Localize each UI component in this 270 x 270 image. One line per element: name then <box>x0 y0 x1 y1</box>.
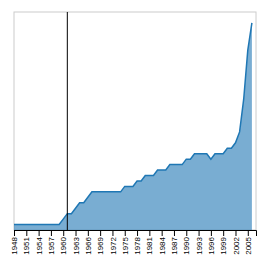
x-tick: 1954 <box>35 230 44 255</box>
x-tick: 1984 <box>158 230 167 255</box>
x-tick-mark <box>149 230 150 236</box>
x-tick-mark <box>248 230 249 236</box>
x-tick-mark <box>88 230 89 236</box>
x-tick-label: 1975 <box>121 236 130 254</box>
x-tick: 1957 <box>47 230 56 255</box>
x-tick-mark <box>235 230 236 236</box>
x-tick: 1963 <box>72 230 81 255</box>
area <box>14 23 252 230</box>
x-tick: 1975 <box>121 230 130 255</box>
x-tick-label: 1999 <box>219 236 228 254</box>
x-tick-mark <box>112 230 113 236</box>
marks <box>14 12 252 230</box>
x-tick-mark <box>39 230 40 236</box>
x-tick: 1990 <box>182 230 191 255</box>
x-tick-label: 1951 <box>22 236 31 254</box>
x-tick-label: 1990 <box>182 236 191 254</box>
x-tick-mark <box>100 230 101 236</box>
x-tick: 1987 <box>170 230 179 255</box>
x-tick-label: 1954 <box>35 236 44 254</box>
x-tick-mark <box>223 230 224 236</box>
x-tick: 2005 <box>244 230 253 255</box>
x-tick-label: 1996 <box>207 236 216 254</box>
x-tick: 1996 <box>207 230 216 255</box>
x-tick-mark <box>162 230 163 236</box>
x-tick-label: 1978 <box>133 236 142 254</box>
area-line <box>14 23 252 225</box>
x-tick-label: 1957 <box>47 236 56 254</box>
x-tick-label: 1960 <box>59 236 68 254</box>
x-tick-label: 1981 <box>145 236 154 254</box>
x-tick: 1951 <box>22 230 31 255</box>
plot: 19481951 195419571960 196319661969 19721975… <box>10 12 256 255</box>
x-tick-mark <box>76 230 77 236</box>
x-tick-label: 1969 <box>96 236 105 254</box>
x-axis: 19481951 195419571960 196319661969 19721975… <box>10 230 256 255</box>
x-tick: 1999 <box>219 230 228 255</box>
x-tick: 1969 <box>96 230 105 255</box>
x-axis-line <box>15 231 257 237</box>
x-tick-label: 1987 <box>170 236 179 254</box>
x-tick-mark <box>26 230 27 236</box>
x-tick-mark <box>186 230 187 236</box>
chart: 19481951 195419571960 196319661969 19721975… <box>0 0 270 270</box>
x-tick-mark <box>125 230 126 236</box>
x-tick-label: 1948 <box>10 236 19 254</box>
x-tick: 1993 <box>195 230 204 255</box>
x-tick-label: 2002 <box>232 236 241 254</box>
vertical-line <box>67 12 68 230</box>
x-tick-label: 2005 <box>244 236 253 254</box>
x-tick-label: 1972 <box>109 236 118 254</box>
x-tick-label: 1966 <box>84 236 93 254</box>
x-tick: 1966 <box>84 230 93 255</box>
x-tick: 1978 <box>133 230 142 255</box>
x-tick-mark <box>137 230 138 236</box>
x-tick: 1960 <box>59 230 68 255</box>
x-tick: 1972 <box>109 230 118 255</box>
x-tick: 2002 <box>232 230 241 255</box>
x-tick: 1948 <box>10 230 19 255</box>
x-tick-mark <box>14 230 15 236</box>
x-tick-mark <box>174 230 175 236</box>
plot-frame <box>14 12 256 230</box>
x-tick-label: 1984 <box>158 236 167 254</box>
x-tick-mark <box>199 230 200 236</box>
x-tick-label: 1963 <box>72 236 81 254</box>
x-tick: 1981 <box>145 230 154 255</box>
x-tick-mark <box>211 230 212 236</box>
x-tick-mark <box>51 230 52 236</box>
x-tick-label: 1993 <box>195 236 204 254</box>
x-tick-mark <box>63 230 64 236</box>
